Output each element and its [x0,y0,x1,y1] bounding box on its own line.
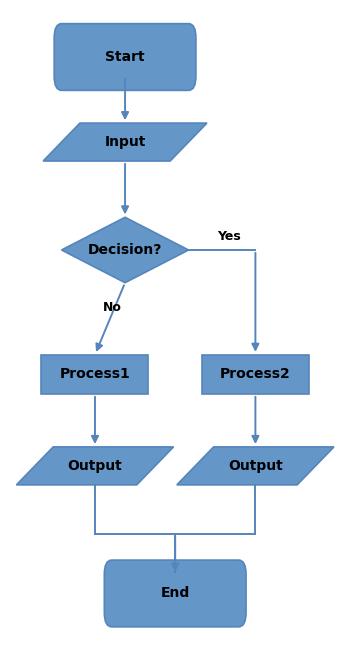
Text: Output: Output [228,459,283,473]
Bar [202,355,309,394]
Text: Yes: Yes [217,230,241,243]
Text: End: End [160,587,190,600]
FancyBboxPatch shape [104,560,246,627]
Polygon shape [17,447,174,485]
Text: Input: Input [104,135,146,149]
FancyBboxPatch shape [54,24,196,91]
Polygon shape [62,217,189,283]
Bar [41,355,148,394]
Text: No: No [103,301,122,314]
Text: Process2: Process2 [220,367,291,381]
Text: Process1: Process1 [60,367,130,381]
Text: Decision?: Decision? [88,243,162,257]
Text: Start: Start [105,50,145,64]
Polygon shape [177,447,334,485]
Text: Output: Output [68,459,122,473]
Polygon shape [43,123,207,161]
